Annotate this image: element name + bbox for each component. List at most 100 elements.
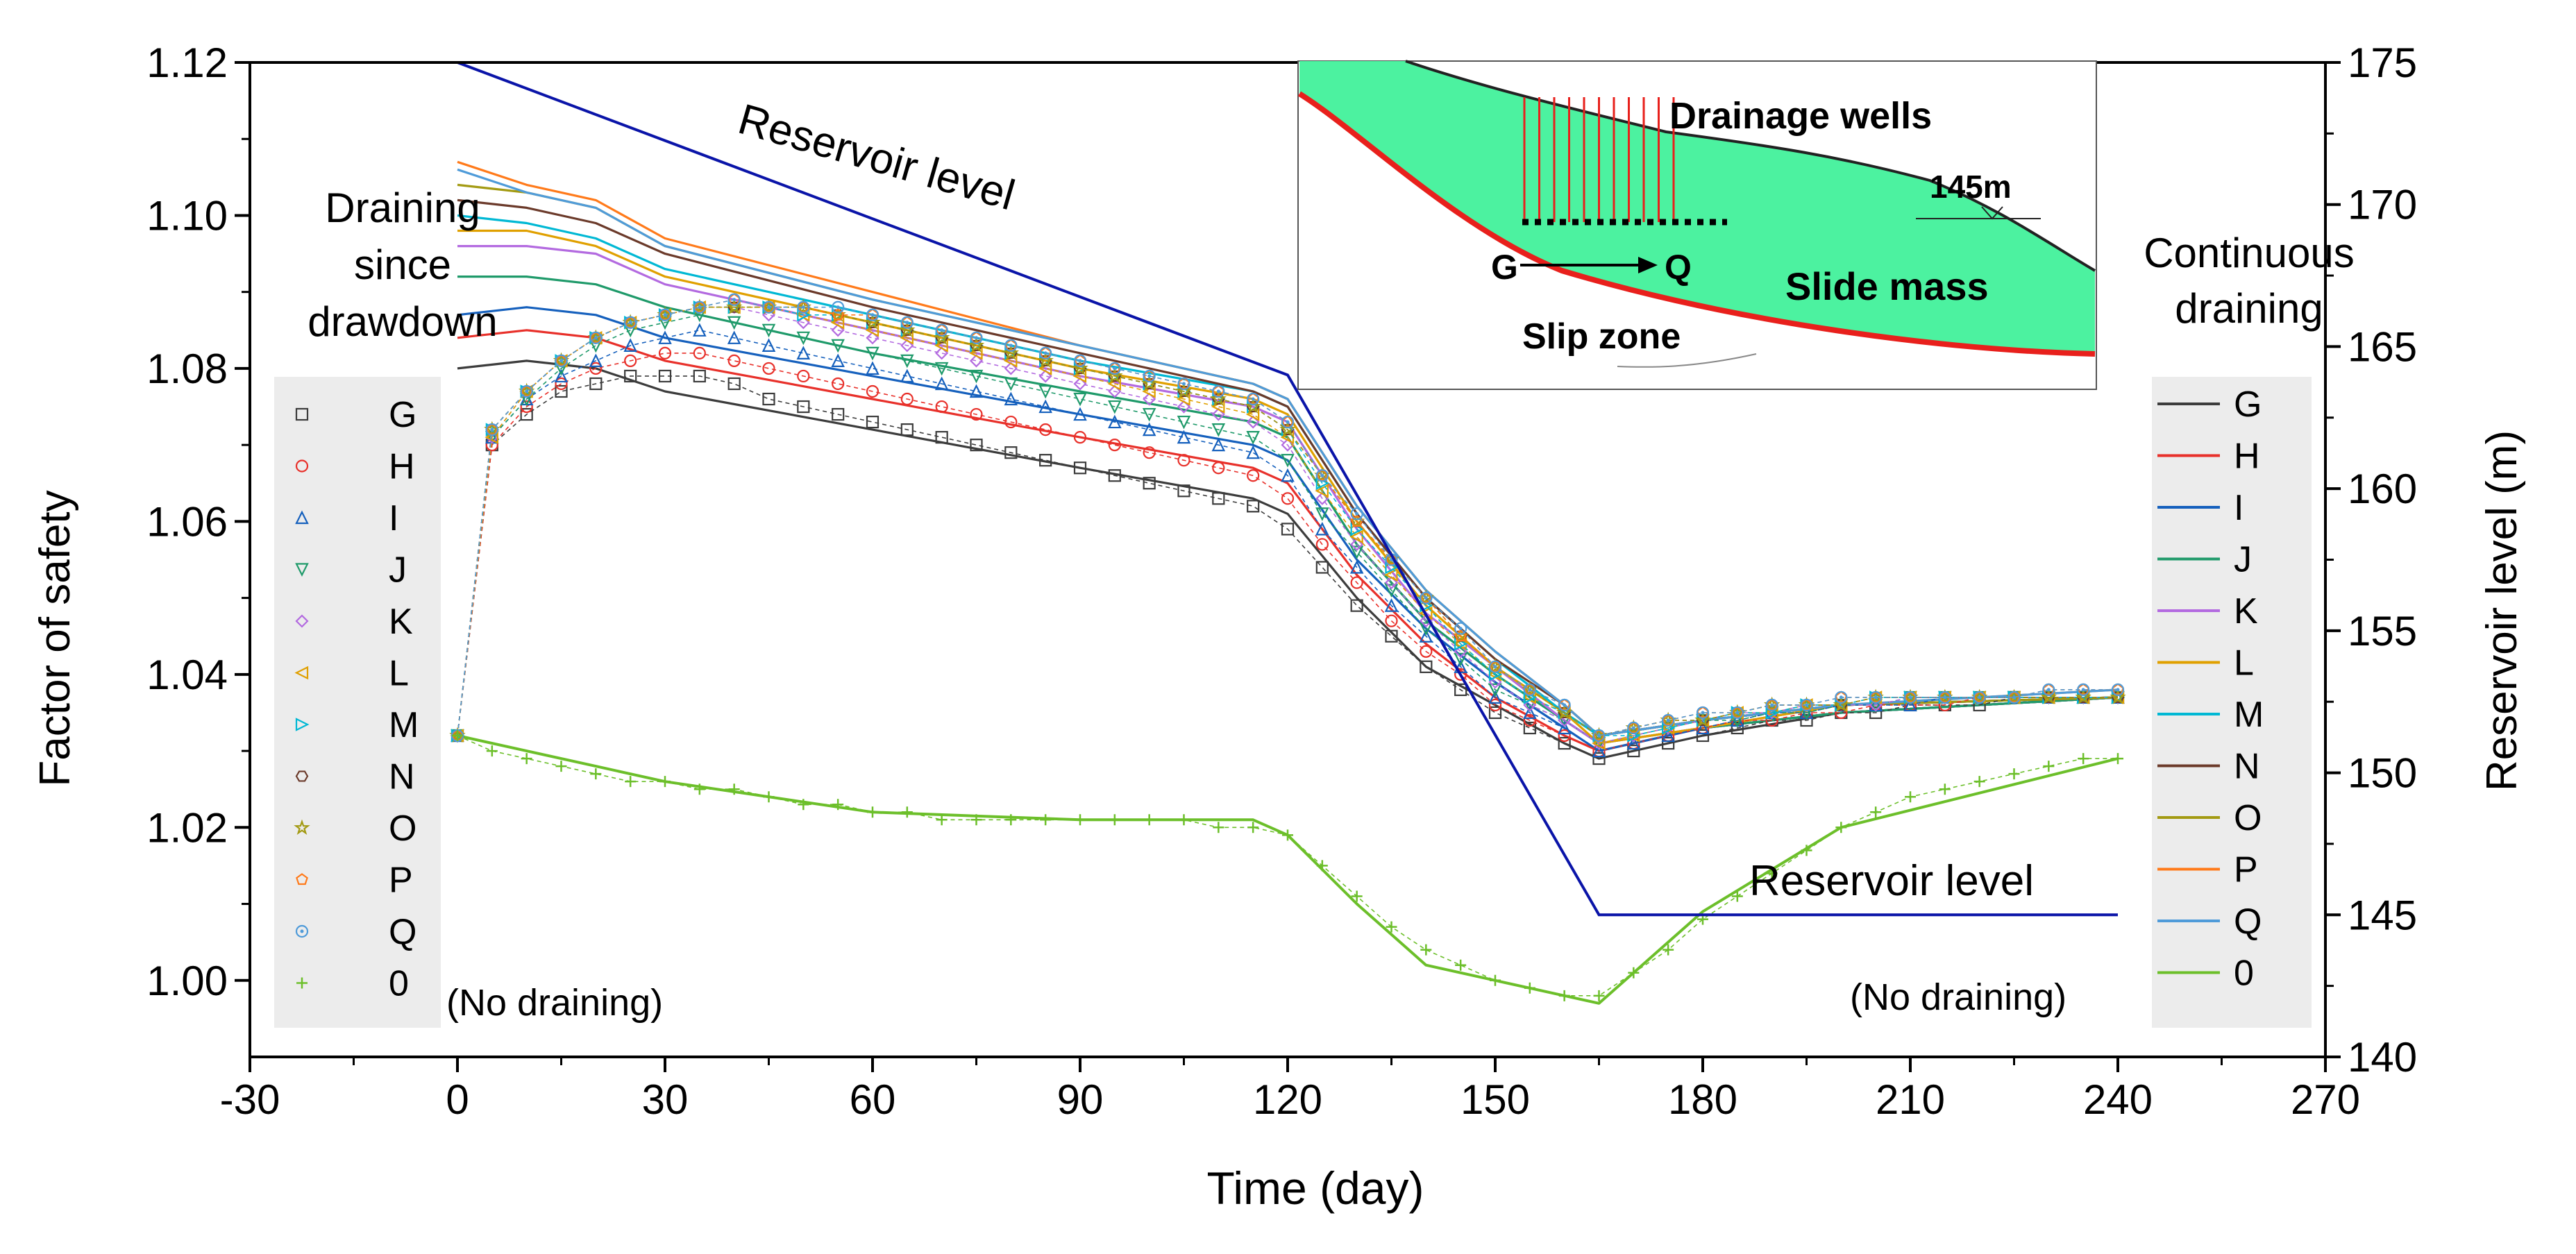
data-point-G <box>624 369 637 383</box>
data-point-Q <box>2077 683 2090 696</box>
data-point-Q <box>1420 591 1433 604</box>
data-point-Q-dot <box>594 336 598 340</box>
data-point-I <box>1384 598 1399 612</box>
data-point-H <box>935 400 948 414</box>
legend-right-entry: 0 <box>2234 954 2254 994</box>
data-point-H <box>693 346 706 359</box>
no-draining-left-label: (No draining) <box>446 982 663 1024</box>
inset-slide-mass-label: Slide mass <box>1785 264 1989 308</box>
data-point-J <box>1246 431 1260 445</box>
data-point-O <box>1833 696 1850 712</box>
data-point-G <box>1004 446 1018 459</box>
data-point-Q <box>1108 362 1121 375</box>
x-tick-label: 150 <box>1460 1076 1530 1123</box>
data-point-0 <box>970 814 982 826</box>
data-point-0 <box>1282 829 1293 841</box>
data-point-G <box>1108 469 1121 482</box>
axes: -30 0 30 60 90 120 150 180 210 240 270 1.00 1.02 1.04… <box>146 40 2417 1123</box>
data-point-0 <box>521 753 532 765</box>
data-point-J <box>1038 384 1052 399</box>
data-point-0 <box>1247 822 1259 833</box>
data-point-G <box>970 439 983 452</box>
ground-surface-line <box>1405 60 2096 272</box>
data-point-Q-dot <box>1216 389 1220 393</box>
legend-right-entry: K <box>2234 591 2258 632</box>
data-point-G <box>1731 721 1744 735</box>
legend-left-marker-G <box>295 407 309 421</box>
data-point-G <box>1696 729 1710 743</box>
x-tick-label: 120 <box>1253 1076 1322 1123</box>
data-point-0 <box>693 783 705 795</box>
inset-q-label: Q <box>1665 248 1692 287</box>
legend-left-entry: J <box>389 550 407 591</box>
y-tick-label: 1.00 <box>146 958 228 1004</box>
data-point-Q-dot <box>1458 627 1463 631</box>
data-point-G <box>762 392 775 406</box>
legend-left-entry: L <box>389 654 409 694</box>
slip-zone-line <box>1297 91 2096 357</box>
data-point-H <box>900 392 914 406</box>
data-point-I <box>1281 468 1295 482</box>
data-point-J <box>831 339 845 353</box>
data-point-J <box>1488 683 1502 697</box>
data-point-0 <box>798 799 809 811</box>
data-point-Q-dot <box>1320 473 1324 477</box>
data-point-J <box>1419 622 1433 636</box>
data-point-G <box>1627 744 1640 758</box>
data-point-Q <box>1731 706 1744 720</box>
data-point-0 <box>1870 806 1882 818</box>
data-point-O <box>1072 359 1088 375</box>
data-point-I <box>1488 690 1502 704</box>
data-point-O <box>1037 352 1054 368</box>
data-point-O <box>899 321 916 337</box>
data-point-Q <box>589 331 603 344</box>
y-tick-label: 1.10 <box>146 192 228 239</box>
y-tick-label: 1.02 <box>146 804 228 851</box>
data-point-0 <box>1316 860 1328 872</box>
y2-tick-label: 145 <box>2348 892 2417 938</box>
data-point-Q-dot <box>1286 420 1290 424</box>
inset-g-label: G <box>1491 248 1518 287</box>
data-point-J <box>866 346 879 361</box>
legend-left-entry: M <box>389 705 419 745</box>
data-point-Q-dot <box>1908 695 1912 700</box>
data-point-Q <box>1281 415 1295 429</box>
data-point-K <box>1038 369 1052 383</box>
data-point-Q <box>1488 660 1502 673</box>
data-point-H <box>970 407 983 421</box>
data-point-Q-dot <box>1839 695 1843 700</box>
data-point-L <box>1349 529 1363 544</box>
data-point-J <box>1315 507 1329 521</box>
data-point-Q <box>1523 683 1536 696</box>
data-point-P <box>1454 629 1467 642</box>
data-point-G <box>1143 477 1156 490</box>
data-point-Q-dot <box>698 305 702 310</box>
data-point-Q-dot <box>1043 351 1047 355</box>
data-point-Q <box>935 323 948 337</box>
marker-connector-I <box>457 329 2118 752</box>
data-point-0 <box>1905 791 1916 803</box>
data-point-H <box>555 377 568 391</box>
data-point-O <box>2040 688 2057 704</box>
legend-left-entry: K <box>389 602 413 642</box>
data-point-0 <box>1386 921 1397 933</box>
data-point-O <box>1175 382 1193 398</box>
data-point-I <box>1004 391 1018 406</box>
data-point-Q-dot <box>1563 703 1567 707</box>
continuous-line-Q <box>457 168 2119 737</box>
data-point-G <box>1350 599 1363 612</box>
data-point-Q <box>1869 690 1883 704</box>
data-point-K <box>1384 576 1399 590</box>
data-point-Q-dot <box>1805 703 1808 707</box>
data-point-I <box>1523 705 1537 720</box>
inset-diagram: Drainage wells 145m G Q Slide mass Slip zone <box>1297 60 2097 390</box>
data-point-G <box>1247 500 1260 513</box>
data-point-I <box>761 338 776 352</box>
data-point-Q-dot <box>1251 397 1255 401</box>
data-point-Q-dot <box>1770 703 1774 707</box>
data-point-Q <box>1177 377 1190 391</box>
data-point-Q <box>1039 346 1052 359</box>
data-point-K <box>1143 392 1156 406</box>
data-point-0 <box>1731 890 1743 902</box>
x-tick-label: 30 <box>642 1076 689 1123</box>
